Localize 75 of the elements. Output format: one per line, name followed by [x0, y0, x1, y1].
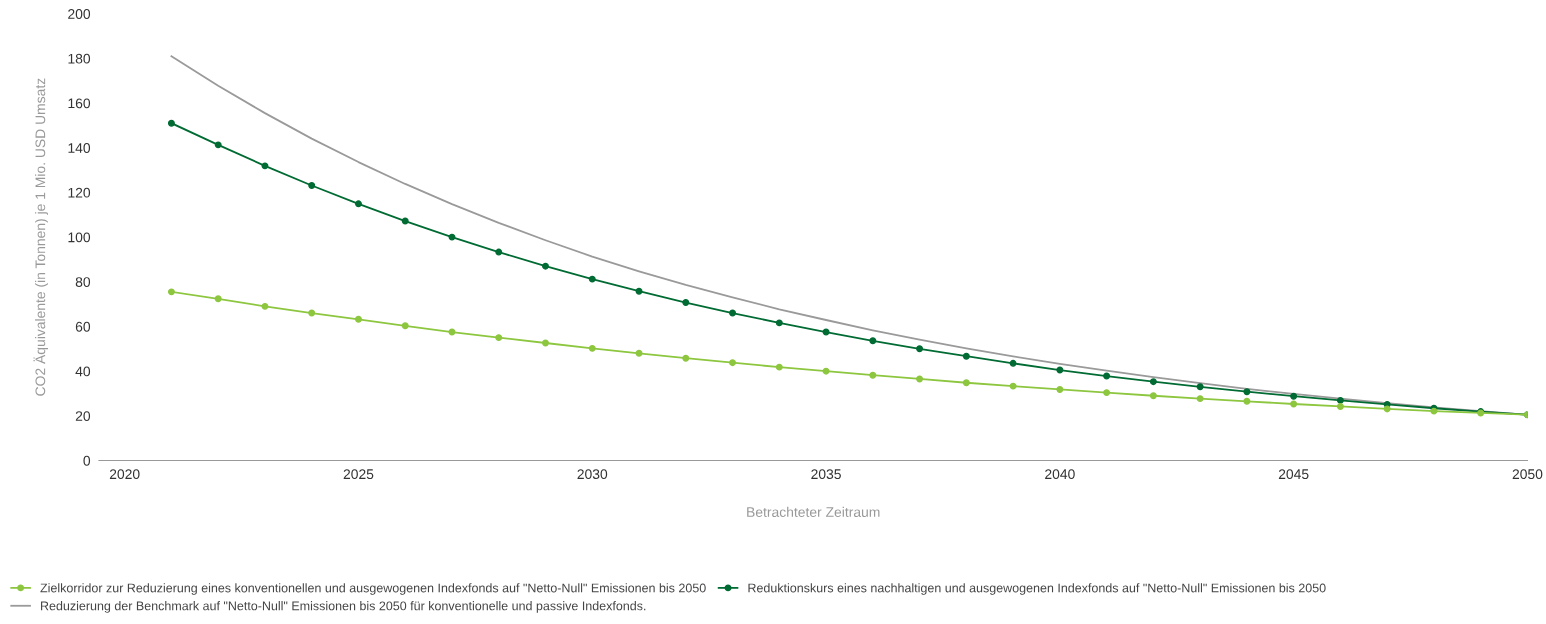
x-tick-label: 2020 — [109, 469, 140, 480]
y-tick-label: 60 — [75, 321, 91, 332]
point — [1336, 402, 1344, 410]
x-tick-label: 2030 — [577, 469, 608, 480]
x-tick-label: 2050 — [1512, 469, 1543, 480]
point — [1290, 392, 1298, 400]
point — [401, 322, 409, 330]
x-tick-label: 2045 — [1278, 469, 1309, 480]
point — [448, 328, 456, 336]
point — [729, 309, 737, 317]
y-axis-title: CO2 Äquivalente (in Tonnen) je 1 Mio. USD Umsatz — [33, 78, 48, 396]
point — [542, 339, 549, 347]
point — [542, 262, 549, 270]
point — [962, 352, 970, 360]
point — [167, 119, 175, 127]
point — [822, 367, 830, 375]
legend-label: Reduzierung der Benchmark auf "Netto-Null" Emissionen bis 2050 für konventionelle und passive Indexfonds. — [41, 601, 646, 613]
point — [1149, 392, 1157, 400]
point — [1243, 397, 1251, 405]
point — [1243, 388, 1251, 396]
y-tick-label: 20 — [75, 411, 91, 421]
point — [261, 162, 269, 170]
point — [1056, 386, 1064, 393]
point — [1336, 396, 1344, 404]
y-tick-label: 80 — [75, 277, 91, 287]
point — [214, 295, 222, 303]
point — [354, 200, 362, 208]
y-tick-label: 160 — [68, 98, 91, 109]
legend-label: Zielkorridor zur Reduzierung eines konventionellen und ausgewogenen Indexfonds auf "Netto-Null" Emissionen bis 2050 — [40, 583, 706, 595]
point — [916, 375, 924, 383]
point — [167, 288, 175, 296]
point — [401, 217, 409, 225]
point — [308, 309, 316, 317]
point — [261, 302, 269, 310]
x-axis-title: Betrachteter Zeitraum — [747, 506, 880, 517]
point — [1196, 395, 1204, 403]
point — [869, 371, 877, 379]
point — [448, 233, 456, 241]
point — [682, 354, 690, 362]
point — [1009, 359, 1017, 367]
point — [729, 359, 737, 367]
y-tick-label: 180 — [68, 53, 91, 64]
point — [635, 349, 643, 357]
point — [214, 141, 222, 149]
point — [1103, 389, 1111, 397]
point — [1103, 372, 1111, 380]
point — [1383, 405, 1391, 413]
x-tick-label: 2040 — [1045, 469, 1075, 480]
point — [775, 363, 783, 371]
point — [354, 315, 362, 323]
point — [869, 337, 877, 345]
point — [495, 334, 503, 342]
point — [588, 275, 596, 283]
point — [495, 248, 503, 256]
y-tick-label: 200 — [68, 9, 91, 19]
point — [1149, 378, 1157, 386]
x-tick-label: 2035 — [811, 469, 841, 480]
y-tick-label: 140 — [68, 143, 91, 153]
y-tick-label: 0 — [83, 455, 91, 466]
point — [308, 182, 316, 189]
point — [588, 344, 596, 352]
point — [1056, 366, 1064, 374]
y-tick-label: 100 — [68, 232, 91, 243]
point — [1196, 383, 1204, 391]
point — [962, 379, 970, 387]
point — [775, 319, 783, 327]
point — [635, 287, 643, 295]
legend-label: Reduktionskurs eines nachhaltigen und ausgewogenen Indexfonds auf "Netto-Null" Emissionen bis 2050 — [748, 583, 1326, 595]
x-tick-label: 2025 — [343, 469, 374, 480]
point — [916, 345, 924, 353]
point — [682, 299, 690, 307]
point — [1009, 382, 1017, 390]
y-tick-label: 40 — [75, 366, 91, 377]
point — [1290, 400, 1298, 408]
y-tick-label: 120 — [68, 187, 91, 198]
